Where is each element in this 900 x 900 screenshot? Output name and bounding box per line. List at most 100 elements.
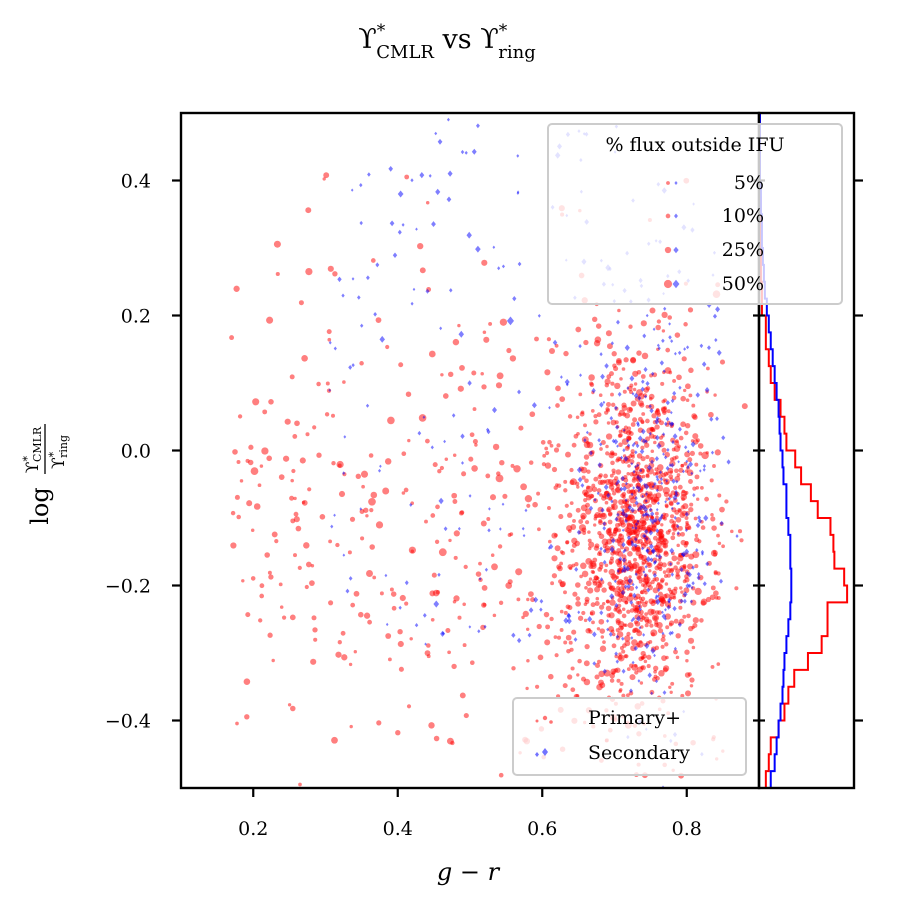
secondary-point xyxy=(678,426,682,432)
secondary-point xyxy=(623,455,629,462)
primary-point xyxy=(580,512,587,520)
secondary-point xyxy=(379,464,382,468)
primary-point xyxy=(684,516,689,520)
primary-point xyxy=(671,555,678,562)
secondary-point xyxy=(617,391,622,397)
primary-point xyxy=(290,478,294,483)
secondary-point xyxy=(599,577,604,582)
primary-point xyxy=(659,602,665,607)
secondary-point xyxy=(626,438,630,443)
secondary-point xyxy=(642,333,647,339)
secondary-point xyxy=(606,619,610,623)
size-legend-entry-10: 10% xyxy=(722,205,764,227)
primary-point xyxy=(316,381,321,387)
primary-point xyxy=(653,545,659,551)
secondary-point xyxy=(651,371,655,376)
primary-point xyxy=(605,433,613,440)
primary-point xyxy=(684,574,689,579)
primary-point xyxy=(264,552,270,558)
primary-point xyxy=(428,722,435,729)
primary-point xyxy=(505,582,512,589)
secondary-point xyxy=(616,444,619,448)
primary-point xyxy=(629,674,636,681)
primary-point xyxy=(681,489,686,494)
primary-point xyxy=(654,409,661,416)
secondary-point xyxy=(630,540,634,544)
primary-point xyxy=(658,670,665,677)
primary-point xyxy=(571,537,578,544)
primary-point xyxy=(661,562,667,568)
secondary-point xyxy=(627,577,633,584)
primary-point xyxy=(601,601,606,606)
primary-point xyxy=(463,564,468,570)
primary-point xyxy=(332,271,338,277)
primary-point xyxy=(544,369,551,376)
secondary-point xyxy=(622,428,626,432)
primary-point xyxy=(594,586,601,593)
primary-point xyxy=(604,500,609,505)
primary-point xyxy=(424,519,428,524)
secondary-point xyxy=(457,526,461,531)
secondary-point xyxy=(690,585,694,590)
secondary-point xyxy=(631,660,635,665)
primary-point xyxy=(630,645,636,652)
secondary-point xyxy=(650,691,654,696)
primary-point xyxy=(621,613,627,619)
secondary-point xyxy=(343,435,347,439)
primary-point xyxy=(235,721,239,726)
secondary-point xyxy=(664,421,668,426)
secondary-point xyxy=(328,388,331,392)
secondary-point xyxy=(637,486,642,491)
secondary-point xyxy=(484,567,488,572)
primary-point xyxy=(627,551,633,557)
secondary-point xyxy=(630,507,635,513)
primary-point xyxy=(687,862,690,865)
secondary-point xyxy=(517,261,522,267)
secondary-point xyxy=(417,430,422,436)
primary-point xyxy=(626,539,632,546)
secondary-point xyxy=(634,450,638,455)
primary-point xyxy=(603,473,608,479)
primary-point xyxy=(586,441,594,449)
secondary-point xyxy=(461,461,464,465)
secondary-point xyxy=(691,581,695,586)
secondary-point xyxy=(664,455,668,460)
primary-point xyxy=(562,683,568,689)
primary-point xyxy=(621,438,629,445)
secondary-point xyxy=(458,330,464,338)
primary-point xyxy=(528,460,534,465)
primary-point xyxy=(687,672,692,677)
primary-point xyxy=(382,487,390,495)
secondary-point xyxy=(644,528,649,535)
primary-point xyxy=(271,658,275,663)
primary-point xyxy=(604,547,611,554)
primary-point xyxy=(428,350,436,358)
secondary-point xyxy=(576,529,582,535)
secondary-point xyxy=(419,172,425,179)
secondary-point xyxy=(644,642,650,649)
primary-point xyxy=(248,444,254,450)
primary-point xyxy=(621,367,626,371)
primary-point xyxy=(626,406,633,413)
secondary-point xyxy=(623,548,627,553)
primary-point xyxy=(637,400,644,407)
primary-point xyxy=(405,391,412,397)
secondary-point xyxy=(661,610,664,614)
primary-point xyxy=(652,792,657,797)
secondary-point xyxy=(670,411,673,415)
primary-point xyxy=(583,454,590,460)
primary-point xyxy=(597,567,603,572)
secondary-point xyxy=(634,496,638,501)
secondary-point xyxy=(637,395,642,401)
primary-point xyxy=(309,580,315,586)
secondary-point xyxy=(673,515,677,520)
primary-point xyxy=(289,614,296,621)
primary-point xyxy=(700,525,706,530)
primary-point xyxy=(606,343,613,350)
secondary-point xyxy=(460,433,465,439)
chart-title: ϒ* CMLR vs ϒ* ring xyxy=(358,21,536,63)
secondary-point xyxy=(437,138,443,145)
primary-point xyxy=(599,645,607,652)
primary-point xyxy=(665,497,669,501)
primary-point xyxy=(453,530,460,537)
